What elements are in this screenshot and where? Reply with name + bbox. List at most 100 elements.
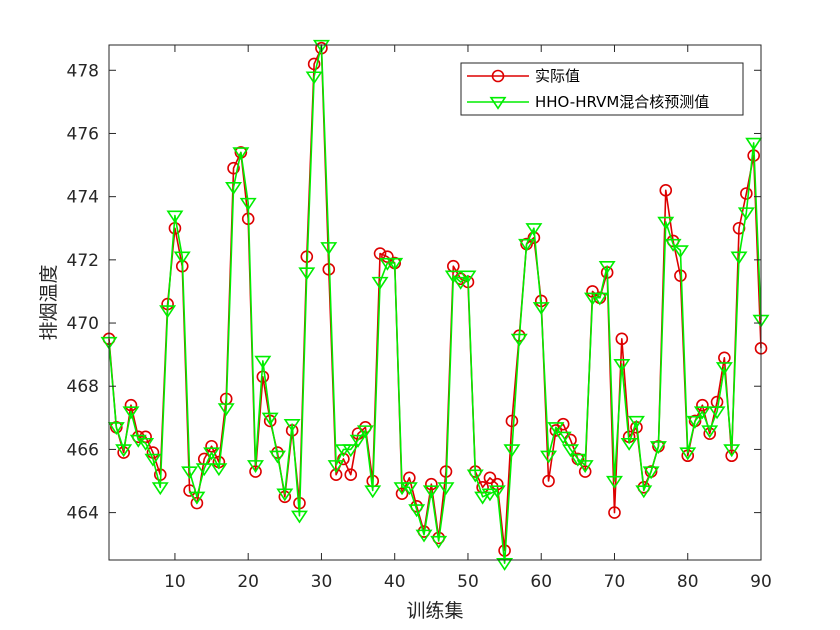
series-2-point [247, 460, 265, 473]
legend: 实际值 HHO-HRVM混合核预测值 [460, 62, 744, 116]
series-2-point [159, 305, 177, 319]
series-1-point [556, 417, 570, 431]
series-2-point [562, 444, 580, 458]
series-2-point [261, 412, 279, 426]
x-tick-label: 50 [457, 572, 479, 592]
series-1-point [249, 465, 262, 478]
series-2-point [496, 558, 514, 571]
series-2-point [532, 302, 550, 315]
series-2-point [188, 491, 206, 505]
series-2-point [320, 242, 338, 255]
series-1-point [505, 414, 519, 428]
y-tick-label: 468 [67, 377, 99, 397]
series-2-point [107, 422, 125, 436]
series-2-point [349, 434, 367, 448]
series-2-point [723, 444, 741, 458]
x-tick-label: 30 [311, 572, 333, 592]
y-tick-label: 470 [67, 314, 99, 334]
series-2-point [569, 453, 587, 467]
series-2-point [613, 358, 631, 372]
series-2-point [151, 482, 169, 496]
series-2-point [115, 444, 133, 458]
series-2-point [356, 425, 374, 439]
series-2-point [671, 245, 689, 259]
series-2-point [276, 488, 294, 502]
legend-label: HHO-HRVM混合核预测值 [535, 93, 709, 111]
y-tick-label: 472 [67, 251, 99, 271]
legend-item-2: HHO-HRVM混合核预测值 [467, 93, 709, 111]
y-tick-label: 466 [67, 440, 99, 460]
series-2-point [518, 238, 536, 252]
series-1-point [586, 285, 599, 298]
series-2-point [693, 406, 711, 420]
series-2-point [122, 406, 140, 420]
series-2-point [422, 485, 440, 499]
series-2-point [745, 137, 763, 151]
series-1-point [227, 161, 240, 175]
series-2-point [327, 460, 345, 473]
series-1-point [425, 477, 438, 491]
series-1-point [307, 57, 321, 71]
series-layer [100, 39, 770, 571]
series-2-point [239, 197, 257, 211]
series-2-point [232, 147, 250, 161]
series-1-point [337, 452, 350, 466]
series-2-point [386, 257, 404, 271]
axes-box [108, 44, 762, 561]
series-1-point [608, 506, 621, 519]
x-axis-label: 训练集 [406, 600, 463, 622]
series-2-point [715, 362, 733, 376]
series-2-point [166, 210, 184, 224]
x-tick-label: 90 [750, 572, 772, 592]
series-2-point [452, 276, 470, 290]
series-2-point [283, 419, 301, 432]
series-2-point [576, 460, 594, 473]
series-2-point [730, 251, 748, 265]
series-1-point [578, 465, 592, 478]
series-2-point [540, 450, 558, 464]
series-1-point [483, 471, 497, 485]
series-1-point [205, 439, 218, 453]
y-tick-label: 476 [67, 124, 99, 144]
series-2-point [679, 447, 697, 461]
series-2-point [657, 216, 675, 230]
series-2 [100, 39, 770, 571]
series-2-point [408, 504, 426, 518]
legend-item-1: 实际值 [467, 67, 580, 85]
x-tick-label: 10 [164, 572, 186, 592]
series-2-point [459, 270, 477, 284]
series-2-point [444, 270, 462, 284]
series-2-point [298, 267, 316, 281]
series-2-point [466, 469, 484, 483]
series-2-point [701, 425, 719, 439]
series-2-point [525, 223, 543, 237]
series-2-point [364, 485, 382, 499]
y-axis-label: 排烟温度 [38, 264, 60, 340]
series-2-point [510, 333, 528, 347]
series-1-point [329, 468, 343, 481]
series-2-point [430, 535, 448, 549]
series-1-point [549, 424, 563, 437]
x-tick-label: 20 [237, 572, 259, 592]
series-2-point [481, 488, 499, 502]
y-tick-label: 474 [67, 188, 99, 208]
series-1-point [615, 332, 629, 346]
series-2-point [437, 482, 455, 496]
series-2-point [649, 441, 667, 455]
series-2-point [305, 71, 323, 85]
series-1-point [703, 427, 717, 440]
series-1-point [542, 474, 555, 488]
x-tick-label: 60 [530, 572, 552, 592]
series-2-point [591, 292, 609, 306]
series-1-point [124, 398, 138, 412]
series-2-point [708, 406, 726, 420]
series-2-point [144, 453, 162, 467]
series-2-point [137, 437, 155, 451]
y-tick-label: 464 [67, 504, 99, 524]
series-2-point [203, 447, 221, 461]
series-1-point [725, 449, 738, 463]
series-2-point [217, 403, 235, 417]
series-2-point [627, 415, 645, 429]
x-tick-label: 40 [384, 572, 406, 592]
